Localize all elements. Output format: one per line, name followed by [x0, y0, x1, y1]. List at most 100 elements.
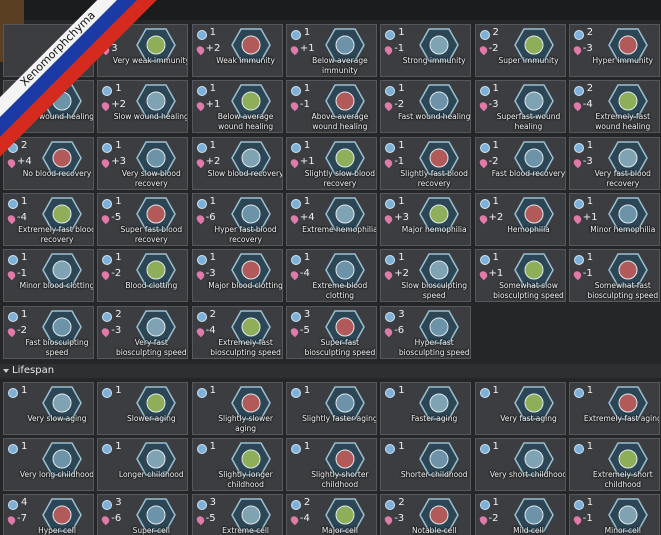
- gene-cell[interactable]: 4 -7 Hyper cell: [3, 494, 94, 535]
- gene-cell[interactable]: 2 -4 Major cell: [285, 494, 377, 535]
- gene-cell[interactable]: 1 -3 Major blood clotting: [191, 249, 283, 303]
- gene-cell[interactable]: 1 +1 Minor hemophilia: [568, 192, 660, 246]
- complexity-value: 3: [398, 308, 405, 320]
- gene-cell[interactable]: 3 -5 Super fast biosculpting speed: [285, 305, 377, 359]
- gene-cell[interactable]: 1 +1 Somewhat slow biosculpting speed: [474, 249, 566, 303]
- gene-icon: [42, 442, 82, 476]
- complexity-icon: [385, 255, 396, 266]
- complexity-icon: [8, 500, 18, 511]
- gene-cell[interactable]: 3 -6 Hyper fast biosculpting speed: [380, 305, 472, 359]
- icon-wrap: [42, 309, 82, 348]
- complexity-icon: [385, 86, 396, 97]
- gene-cell[interactable]: 1 Slightly slower aging: [191, 381, 283, 435]
- gene-icon: [513, 197, 554, 231]
- gene-cell[interactable]: 1 Very long childhood: [3, 438, 94, 492]
- gene-cell[interactable]: 1 -5 Super fast blood recovery: [97, 192, 189, 246]
- gene-cell[interactable]: 1 -2 Fast wound healing: [380, 80, 472, 134]
- gene-cell[interactable]: 1 +2 Hemophilia: [474, 192, 566, 246]
- gene-cell[interactable]: 1 Slightly shorter childhood: [285, 438, 377, 492]
- icon-wrap: [325, 442, 365, 480]
- metabolism-icon: [6, 269, 17, 281]
- gene-cell[interactable]: 1 Shorter childhood: [380, 438, 472, 492]
- complexity-icon: [196, 500, 207, 511]
- gene-label: Extreme hemophilia: [302, 224, 377, 234]
- icon-wrap: [325, 84, 365, 122]
- gene-cell[interactable]: 1 -2 Blood clotting: [97, 249, 189, 303]
- gene-label: Fast wound healing: [397, 112, 471, 122]
- gene-cell[interactable]: 1 Slightly faster aging: [285, 381, 377, 435]
- gene-cell[interactable]: 1 +2 Slow biosculpting speed: [380, 249, 472, 303]
- gene-cell[interactable]: 2 -4 Extremely fast biosculpting speed: [191, 305, 283, 359]
- gene-cell[interactable]: 1 -1 Strong immunity: [380, 24, 472, 77]
- gene-cell[interactable]: 1 -1 Above average wound healing: [285, 80, 377, 134]
- gene-cell[interactable]: 1 -1 Slightly fast blood recovery: [380, 136, 472, 190]
- gene-cell[interactable]: 1 -3 Superfast wound healing: [474, 80, 566, 134]
- complexity-icon: [196, 311, 207, 322]
- gene-cell[interactable]: 1 -1 Minor cell: [568, 494, 660, 535]
- icon-wrap: [230, 28, 271, 66]
- gene-cell[interactable]: 2 +4 No blood recovery: [3, 136, 94, 190]
- complexity-icon: [8, 198, 18, 209]
- gene-cell[interactable]: 3 Very weak immunity: [97, 24, 189, 77]
- gene-icon: [513, 28, 554, 62]
- gene-cell[interactable]: 2 -3 Hyper immunity: [568, 24, 660, 77]
- gene-cell[interactable]: 1 Extremely short childhood: [568, 438, 660, 492]
- gene-cell[interactable]: 1 +2 Slow blood recovery: [191, 136, 283, 190]
- complexity-icon: [102, 255, 113, 266]
- gene-cell[interactable]: 1 +3 Major hemophilia: [380, 192, 472, 246]
- gene-cell[interactable]: 1 Slightly longer childhood: [191, 438, 283, 492]
- complexity-value: 2: [492, 27, 499, 38]
- gene-cell[interactable]: 1 +3 Very slow blood recovery: [97, 136, 189, 190]
- complexity-icon: [290, 30, 301, 40]
- gene-cell[interactable]: 2 -3 Notable cell: [380, 494, 472, 535]
- gene-cell[interactable]: 1 +4 Extreme hemophilia: [285, 192, 377, 246]
- complexity-value: 1: [115, 441, 122, 453]
- gene-cell[interactable]: 1 -3 Very fast blood recovery: [568, 136, 660, 190]
- metabolism-icon: [383, 44, 394, 56]
- complexity-value: 1: [21, 252, 28, 264]
- icon-wrap: [607, 197, 648, 235]
- icon-wrap: [42, 140, 82, 179]
- gene-cell[interactable]: 2 -2 Super immunity: [474, 24, 566, 77]
- gene-cell[interactable]: 1 +1 Below average wound healing: [191, 80, 283, 134]
- gene-label: Extreme cell: [222, 526, 270, 535]
- gene-label: Very weak immunity: [112, 56, 189, 65]
- complexity-icon: [479, 30, 490, 40]
- icon-wrap: [230, 309, 271, 348]
- gene-cell[interactable]: 1 -6 Hyper fast blood recovery: [191, 192, 283, 246]
- metabolism-icon: [477, 100, 489, 112]
- icon-wrap: [230, 253, 271, 291]
- icon-wrap: [513, 253, 554, 291]
- gene-cell[interactable]: 1 -2 Mild cell: [474, 494, 566, 535]
- gene-cell[interactable]: 1 Longer childhood: [97, 438, 189, 492]
- gene-cell[interactable]: 2 -4 Extremely fast wound healing: [568, 80, 660, 134]
- metabolism-value: +4: [299, 211, 315, 223]
- complexity-value: 1: [492, 497, 499, 509]
- gene-cell[interactable]: 1 Slower aging: [97, 381, 189, 435]
- gene-cell[interactable]: 1 Faster aging: [380, 381, 472, 435]
- gene-cell[interactable]: 1 -1 Somewhat fast biosculpting speed: [568, 249, 660, 303]
- gene-cell[interactable]: 1 +1 Slightly slow blood recovery: [285, 136, 377, 190]
- collapse-arrow[interactable]: [3, 368, 9, 373]
- gene-cell[interactable]: 1 -1 Minor blood clotting: [3, 249, 94, 303]
- complexity-value: 1: [492, 384, 499, 396]
- gene-cell[interactable]: 1 -4 Extremely fast blood recovery: [3, 192, 94, 246]
- gene-cell[interactable]: 1 +1 Below average immunity: [285, 24, 377, 77]
- gene-cell[interactable]: 3 -5 Extreme cell: [191, 494, 283, 535]
- gene-cell[interactable]: 1 -2 Fast blood recovery: [474, 136, 566, 190]
- gene-cell[interactable]: 1 +2 Weak immunity: [191, 24, 283, 77]
- metabolism-value: -5: [205, 513, 216, 525]
- gene-cell[interactable]: 1 -4 Extreme blood clotting: [285, 249, 377, 303]
- gene-cell[interactable]: 1 Very fast aging: [474, 381, 566, 435]
- gene-cell[interactable]: 1 Very short childhood: [474, 438, 566, 492]
- gene-cell[interactable]: 1 Very slow aging: [3, 381, 94, 435]
- gene-icon: [513, 140, 554, 175]
- complexity-icon: [196, 142, 207, 153]
- complexity-value: 1: [303, 384, 311, 396]
- gene-cell[interactable]: 1 +2 Slow wound healing: [97, 80, 189, 134]
- gene-label: Somewhat fast biosculpting speed: [587, 281, 659, 301]
- gene-cell[interactable]: 1 Extremely fast aging: [568, 381, 660, 435]
- gene-cell[interactable]: 3 -6 Super cell: [97, 494, 189, 535]
- gene-cell[interactable]: 2 -3 Very fast biosculpting speed: [97, 305, 189, 359]
- gene-cell[interactable]: 1 -2 Fast biosculpting speed: [3, 305, 94, 359]
